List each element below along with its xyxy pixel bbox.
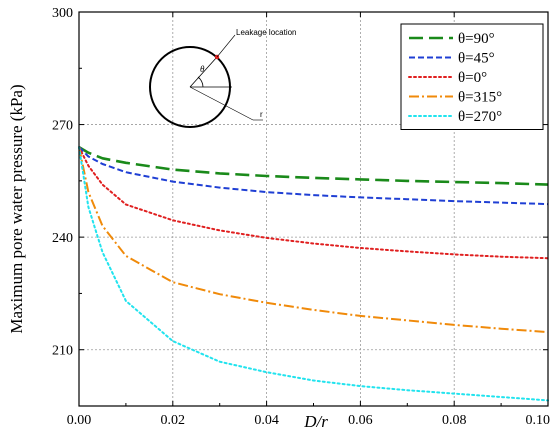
axes: [78, 11, 549, 407]
x-tick-label: 0.08: [442, 413, 467, 428]
series-line: [78, 146, 549, 402]
series-line: [78, 145, 549, 186]
x-tick-label: 0.02: [161, 413, 186, 428]
legend-label: θ=270°: [458, 109, 502, 125]
radius-line: [189, 86, 254, 121]
legend-label: θ=315°: [458, 90, 502, 106]
y-tick-label: 210: [52, 344, 73, 359]
x-tick-label: 0.04: [254, 413, 279, 428]
leakage-schematic: θ Leakage location r: [149, 28, 297, 128]
theta-ray: [189, 56, 218, 88]
series-line: [78, 146, 549, 260]
y-tick-label: 300: [52, 6, 73, 21]
x-tick-label: 0.00: [67, 413, 92, 428]
y-tick-label: 240: [52, 231, 73, 246]
series-line: [78, 146, 549, 334]
leakage-leader: [216, 34, 236, 58]
series-line: [78, 146, 549, 206]
x-tick-label: 0.10: [526, 413, 550, 428]
x-axis-title: D/r: [303, 412, 328, 431]
legend-label: θ=90°: [458, 31, 495, 47]
leakage-label: Leakage location: [236, 28, 297, 37]
legend-label: θ=0°: [458, 70, 487, 86]
series-layer: [78, 145, 549, 402]
y-axis-title: Maximum pore water pressure (kPa): [7, 84, 26, 333]
tick-labels: 0.00 0.02 0.04 0.06 0.08 0.10 210 240 270 300: [52, 6, 550, 428]
theta-arc: [197, 76, 204, 88]
theta-label: θ: [200, 64, 205, 74]
legend-label: θ=45°: [458, 51, 495, 67]
y-tick-label: 270: [52, 119, 73, 134]
legend: θ=90° θ=45° θ=0° θ=315° θ=270°: [400, 23, 544, 130]
x-tick-label: 0.06: [348, 413, 373, 428]
radius-label: r: [260, 110, 263, 119]
